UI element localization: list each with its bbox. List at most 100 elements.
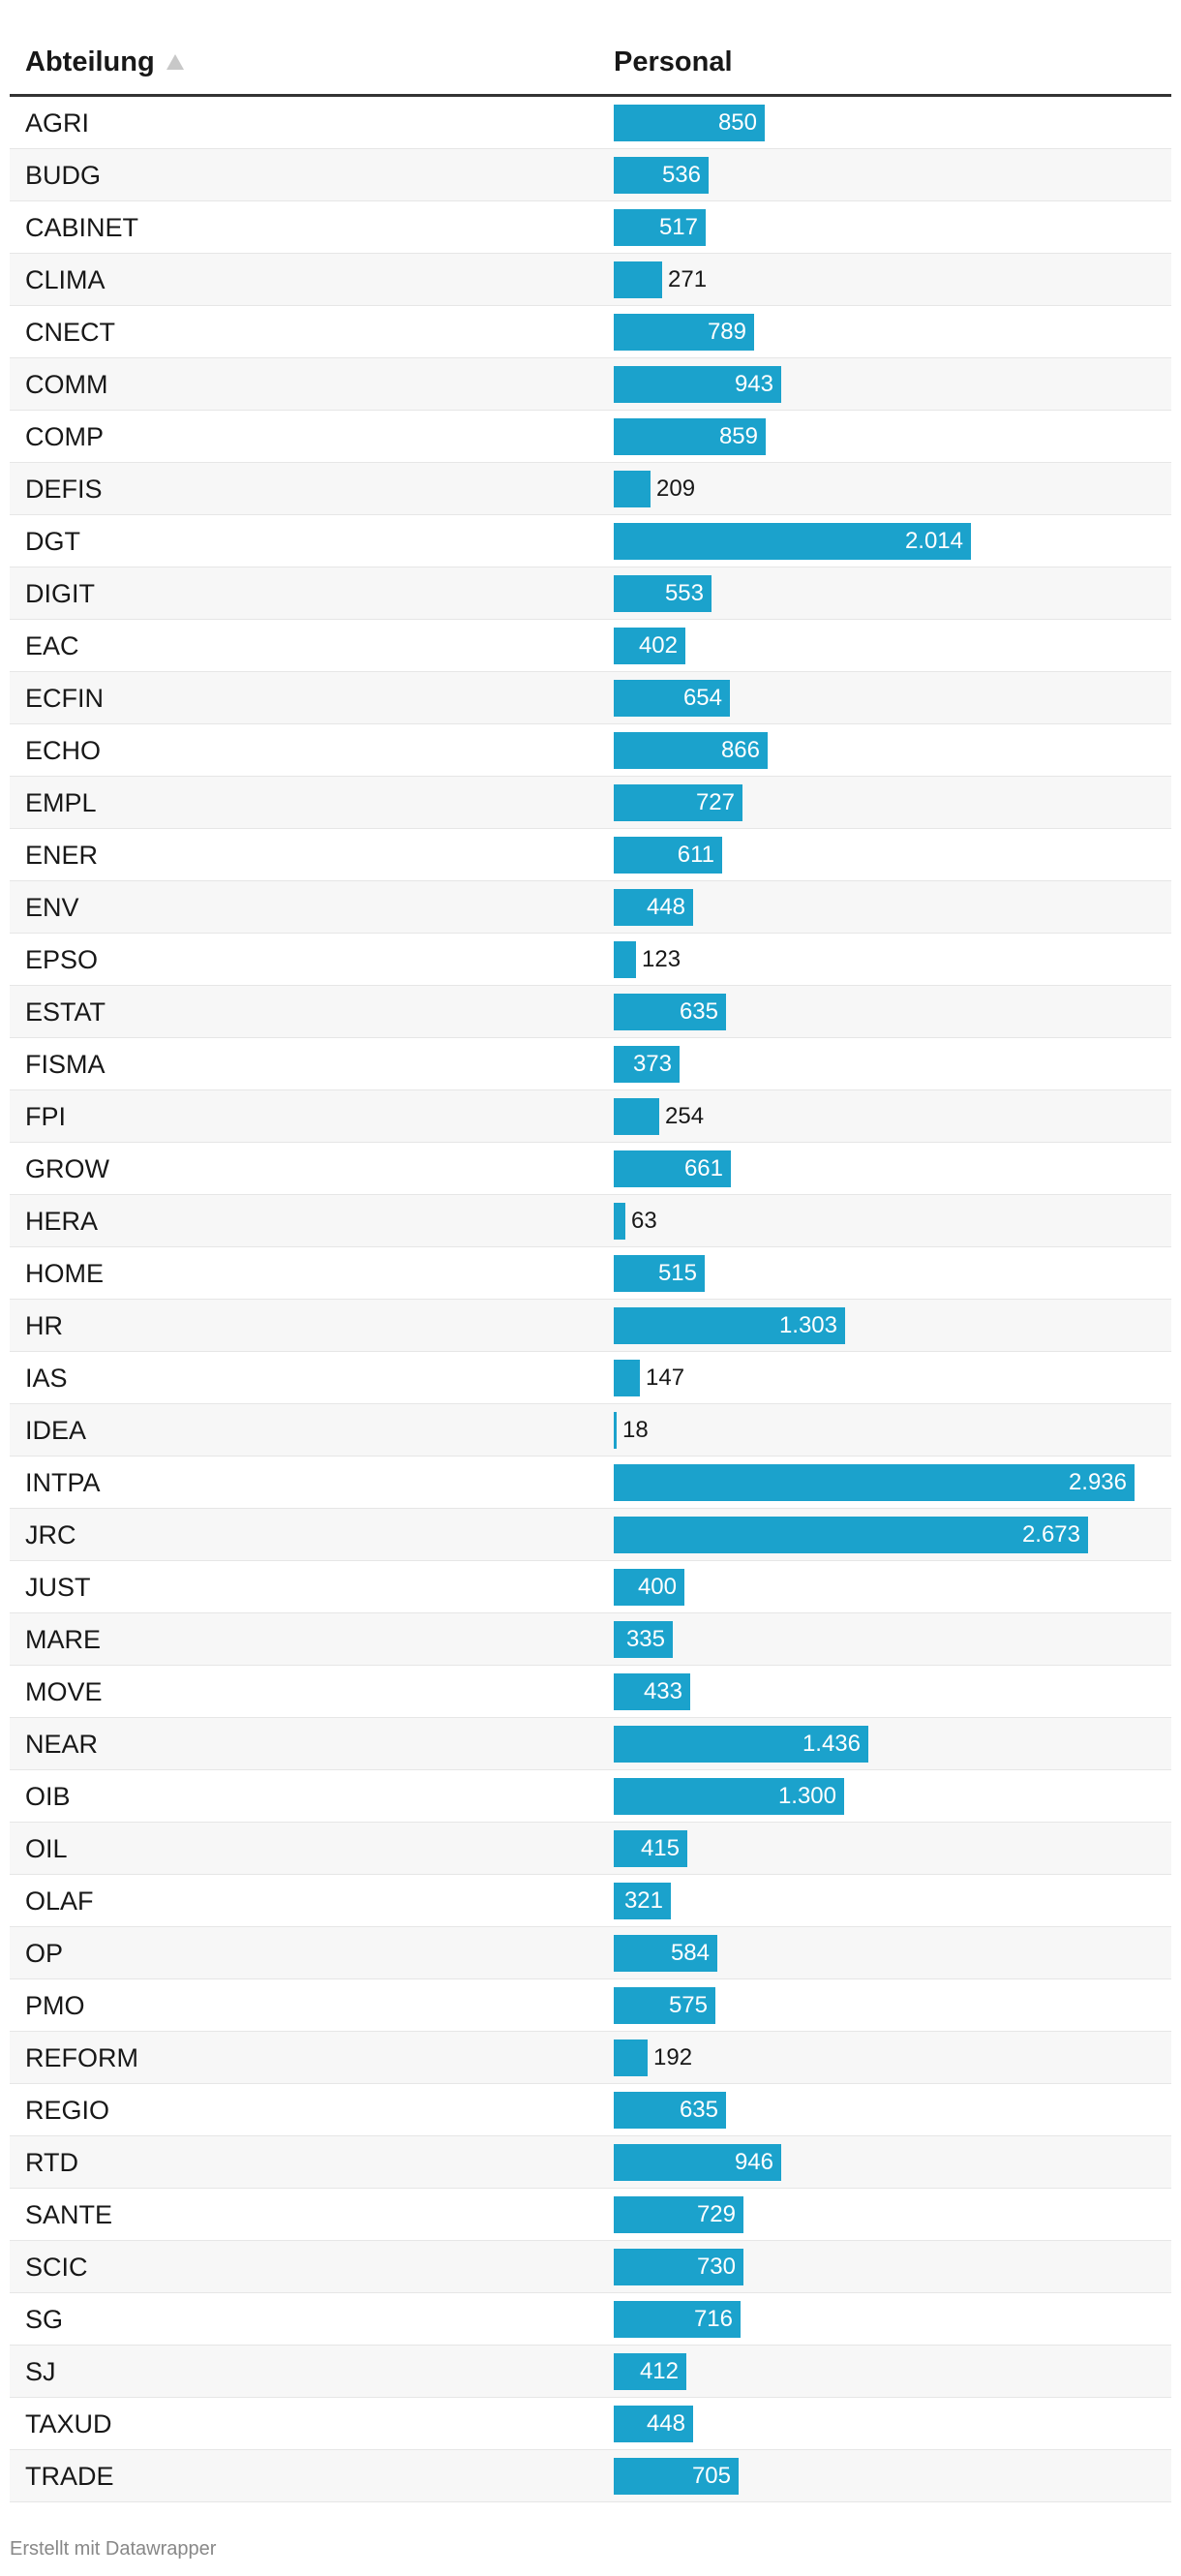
personal-value-label: 536 <box>661 162 701 188</box>
personal-bar <box>614 1517 1088 1553</box>
personal-value-label: 611 <box>677 842 714 868</box>
table-row: MOVE 433 <box>10 1666 1171 1718</box>
table-row: SANTE 729 <box>10 2189 1171 2241</box>
table-row: COMM 943 <box>10 358 1171 411</box>
personal-bar <box>614 1778 844 1815</box>
table-row: ECFIN 654 <box>10 672 1171 724</box>
personal-value-label: 517 <box>658 214 698 240</box>
table-row: HERA 63 <box>10 1195 1171 1247</box>
department-cell: HOME <box>25 1259 104 1288</box>
department-cell: COMP <box>25 422 104 451</box>
personal-bar <box>614 1673 690 1710</box>
personal-value-label: 1.300 <box>777 1783 836 1809</box>
table-row: SCIC 730 <box>10 2241 1171 2293</box>
personal-bar <box>614 680 730 717</box>
personal-value-label: 2.673 <box>1021 1521 1080 1548</box>
column-header-department-label: Abteilung <box>25 46 155 77</box>
department-cell: SANTE <box>25 2200 113 2229</box>
department-cell: SG <box>25 2305 64 2334</box>
department-cell: MARE <box>25 1625 102 1654</box>
department-cell: RTD <box>25 2148 79 2177</box>
personal-value-label: 18 <box>622 1417 649 1443</box>
table-row: DIGIT 553 <box>10 567 1171 620</box>
department-cell: EMPL <box>25 788 97 817</box>
department-cell: ESTAT <box>25 997 106 1027</box>
personal-bar <box>614 1360 640 1396</box>
personal-value-label: 727 <box>695 789 735 815</box>
department-cell: ECFIN <box>25 684 104 713</box>
personal-bar <box>614 209 706 246</box>
personal-value-label: 209 <box>656 475 696 502</box>
department-cell: DEFIS <box>25 475 103 504</box>
personal-bar <box>614 1987 715 2024</box>
personal-value-label: 635 <box>679 998 718 1025</box>
personal-value-label: 402 <box>638 632 678 659</box>
sort-ascending-icon[interactable] <box>166 54 184 70</box>
personal-value-label: 2.014 <box>904 528 963 554</box>
personal-bar <box>614 2458 739 2495</box>
department-cell: SJ <box>25 2357 56 2386</box>
table-row: NEAR 1.436 <box>10 1718 1171 1770</box>
personal-bar <box>614 575 712 612</box>
table-row: DGT 2.014 <box>10 515 1171 567</box>
table-row: RTD 946 <box>10 2136 1171 2189</box>
table-row: FISMA 373 <box>10 1038 1171 1090</box>
table-row: TAXUD 448 <box>10 2398 1171 2450</box>
column-header-department[interactable]: Abteilung <box>25 43 184 81</box>
department-cell: CNECT <box>25 318 115 347</box>
table-row: REFORM 192 <box>10 2032 1171 2084</box>
table-row: PMO 575 <box>10 1979 1171 2032</box>
table-row: IAS 147 <box>10 1352 1171 1404</box>
personal-value-label: 705 <box>691 2463 731 2489</box>
personal-value-label: 866 <box>720 737 760 763</box>
department-cell: INTPA <box>25 1468 101 1497</box>
department-cell: HR <box>25 1311 63 1340</box>
personal-value-label: 946 <box>734 2149 773 2175</box>
personal-value-label: 335 <box>625 1626 665 1652</box>
department-cell: AGRI <box>25 108 90 138</box>
personal-value-label: 63 <box>631 1208 657 1234</box>
personal-value-label: 2.936 <box>1068 1469 1127 1495</box>
personal-bar <box>614 314 754 351</box>
table-row: CABINET 517 <box>10 201 1171 254</box>
personal-value-label: 661 <box>683 1155 723 1181</box>
department-cell: IAS <box>25 1364 68 1393</box>
personal-value-label: 448 <box>646 894 685 920</box>
department-cell: FISMA <box>25 1050 106 1079</box>
personal-value-label: 635 <box>679 2097 718 2123</box>
department-cell: OIB <box>25 1782 71 1811</box>
personal-value-label: 859 <box>718 423 758 449</box>
table-row: HR 1.303 <box>10 1300 1171 1352</box>
personal-bar <box>614 837 722 874</box>
department-cell: MOVE <box>25 1677 103 1706</box>
table-row: SG 716 <box>10 2293 1171 2346</box>
personal-bar <box>614 1046 680 1083</box>
department-cell: OLAF <box>25 1886 94 1916</box>
department-cell: ENER <box>25 841 99 870</box>
personal-bar <box>614 1621 673 1658</box>
table-row: OIB 1.300 <box>10 1770 1171 1823</box>
department-cell: ECHO <box>25 736 102 765</box>
table-row: BUDG 536 <box>10 149 1171 201</box>
department-cell: HERA <box>25 1207 99 1236</box>
personal-value-label: 1.436 <box>802 1731 861 1757</box>
table-row: EAC 402 <box>10 620 1171 672</box>
table-row: CNECT 789 <box>10 306 1171 358</box>
department-cell: JUST <box>25 1573 91 1602</box>
personal-value-label: 1.303 <box>778 1312 837 1338</box>
column-header-personal[interactable]: Personal <box>614 43 733 81</box>
table-row: MARE 335 <box>10 1613 1171 1666</box>
department-cell: BUDG <box>25 161 102 190</box>
personal-value-label: 515 <box>657 1260 697 1286</box>
personal-bar <box>614 994 726 1030</box>
department-cell: ENV <box>25 893 79 922</box>
personal-bar <box>614 732 768 769</box>
personal-value-label: 433 <box>643 1678 682 1704</box>
table-row: IDEA 18 <box>10 1404 1171 1457</box>
table-row: JUST 400 <box>10 1561 1171 1613</box>
personal-value-label: 716 <box>693 2306 733 2332</box>
table-row: COMP 859 <box>10 411 1171 463</box>
personal-value-label: 412 <box>639 2358 679 2384</box>
personal-bar <box>614 1935 717 1972</box>
department-cell: CLIMA <box>25 265 106 294</box>
